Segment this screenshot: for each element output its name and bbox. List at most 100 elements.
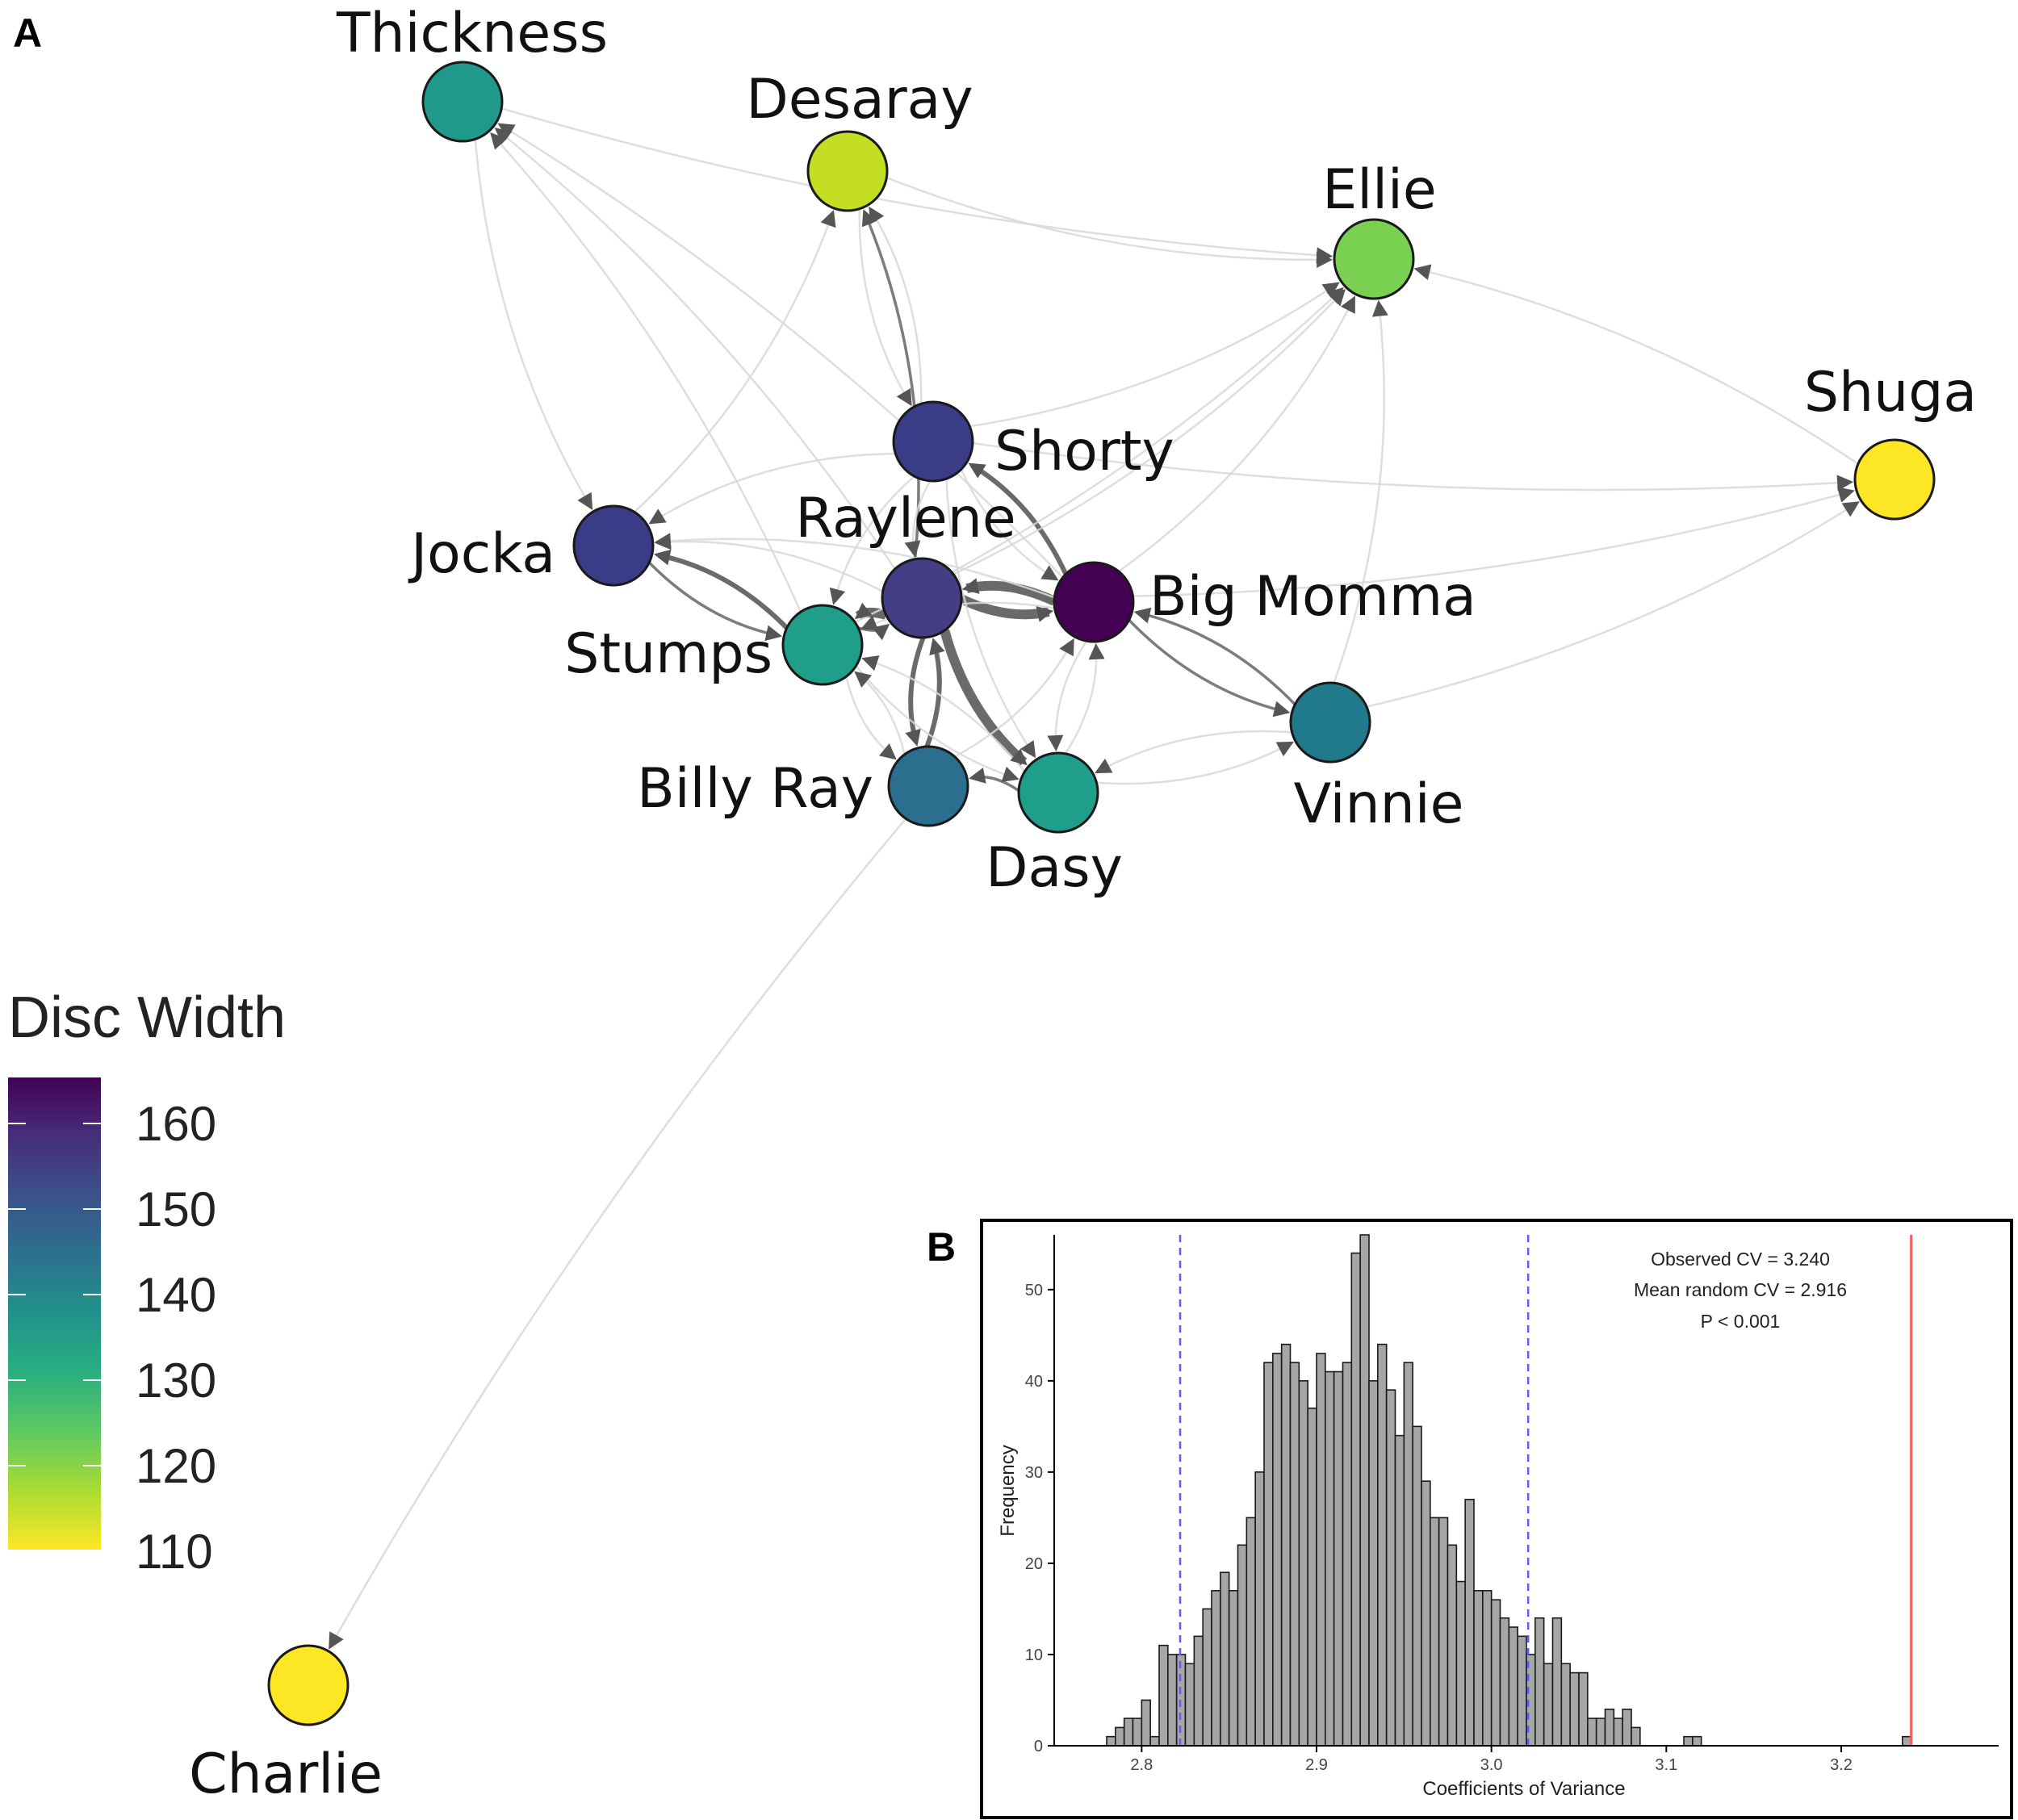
histogram-annotation: Observed CV = 3.240 — [1651, 1249, 1830, 1270]
edge-dasy-to-vinnie — [1096, 743, 1291, 785]
arrowhead-shorty-to-big_momma — [1040, 565, 1059, 581]
node-raylene[interactable]: Raylene — [795, 487, 1016, 639]
arrowhead-thickness-to-ellie — [1316, 247, 1333, 264]
node-circle[interactable] — [781, 604, 864, 686]
node-ellie[interactable]: Ellie — [1322, 158, 1437, 300]
histogram-bar — [1359, 1234, 1370, 1747]
histogram-bar — [1482, 1590, 1493, 1747]
histogram-bar — [1106, 1735, 1116, 1747]
node-dasy[interactable]: Dasy — [986, 751, 1123, 900]
node-desaray[interactable]: Desaray — [746, 68, 973, 212]
node-shuga[interactable]: Shuga — [1804, 361, 1977, 521]
histogram-bar — [1595, 1717, 1606, 1747]
node-shorty[interactable]: Shorty — [892, 400, 1174, 483]
node-circle[interactable] — [421, 61, 504, 143]
histogram-annotation: P < 0.001 — [1701, 1311, 1781, 1332]
legend-tick-label: 160 — [136, 1097, 216, 1151]
edge-shorty-to-desaray — [870, 210, 923, 404]
histogram-bar — [1298, 1380, 1308, 1747]
arrowhead-dasy-to-vinnie — [1275, 741, 1294, 757]
node-label: Ellie — [1322, 158, 1436, 222]
arrowhead-shorty-to-ellie — [1321, 282, 1340, 298]
node-jocka[interactable]: Jocka — [408, 504, 655, 587]
node-circle[interactable] — [1289, 681, 1371, 764]
edge-stumps-to-thickness — [492, 135, 802, 613]
x-tick-label: 3.2 — [1830, 1756, 1853, 1774]
edge-shorty-to-dasy — [945, 479, 1034, 755]
histogram-axes: 2.8 2.9 3.0 3.1 3.2 0 10 20 30 40 50 — [1025, 1235, 1999, 1774]
edge-raylene-to-ellie — [952, 291, 1343, 575]
histogram-bar — [1123, 1717, 1134, 1747]
node-circle[interactable] — [1853, 438, 1936, 521]
histogram-bar — [1280, 1343, 1292, 1747]
edge-thickness-to-jocka — [474, 139, 592, 507]
arrowhead-shorty-to-shuga — [1836, 475, 1854, 492]
legend-tick-label: 140 — [136, 1268, 216, 1322]
histogram-annotation: Mean random CV = 2.916 — [1634, 1279, 1847, 1300]
arrowhead-raylene-to-desaray — [861, 209, 877, 228]
histogram-bar — [1438, 1517, 1449, 1747]
node-circle[interactable] — [1053, 561, 1135, 643]
histogram-reference-lines — [1179, 1235, 1913, 1746]
histogram-bar — [1464, 1499, 1475, 1747]
histogram-bar — [1447, 1544, 1458, 1747]
node-label: Shuga — [1804, 361, 1977, 425]
node-circle[interactable] — [1017, 751, 1099, 834]
y-tick-label: 10 — [1025, 1646, 1043, 1664]
arrowhead-shorty-to-stumps — [829, 587, 846, 605]
histogram-bar — [1534, 1617, 1545, 1747]
arrowhead-thickness-to-jocka — [577, 492, 593, 511]
node-vinnie[interactable]: Vinnie — [1289, 681, 1463, 836]
histogram-bar — [1167, 1654, 1178, 1747]
node-charlie[interactable]: Charlie — [189, 1644, 383, 1806]
histogram-bar — [1412, 1425, 1422, 1747]
edge-shorty-to-big_momma — [960, 469, 1056, 579]
edge-vinnie-to-ellie — [1333, 304, 1385, 684]
edge-desaray-to-ellie — [885, 176, 1329, 261]
node-label: Desaray — [746, 68, 973, 132]
histogram-bar — [1377, 1343, 1388, 1747]
histogram-bar — [1430, 1517, 1440, 1747]
node-circle[interactable] — [806, 130, 889, 212]
legend-ticks: 160 150 140 130 120 110 — [8, 1097, 216, 1579]
histogram-bar — [1578, 1671, 1589, 1747]
arrowhead-big_momma-to-shuga — [1836, 487, 1855, 503]
legend-tick-label: 120 — [136, 1439, 216, 1493]
histogram-bar — [1149, 1735, 1160, 1747]
network-edges — [329, 107, 1860, 1650]
node-stumps[interactable]: Stumps — [564, 604, 864, 686]
histogram-bar — [1551, 1617, 1563, 1747]
node-thickness[interactable]: Thickness — [336, 2, 608, 143]
edge-thickness-to-ellie — [500, 107, 1329, 257]
arrowhead-big_momma-to-raylene — [961, 578, 980, 594]
node-circle[interactable] — [887, 745, 969, 827]
edge-stumps-to-jocka — [658, 552, 789, 630]
histogram-bar — [1132, 1717, 1143, 1747]
histogram-bar — [1499, 1617, 1510, 1747]
node-circle[interactable] — [892, 400, 974, 483]
histogram-bar — [1473, 1590, 1484, 1747]
node-circle[interactable] — [881, 557, 963, 639]
histogram-bar — [1263, 1362, 1274, 1747]
histogram-bar — [1587, 1717, 1597, 1747]
node-circle[interactable] — [1333, 218, 1415, 300]
arrowhead-vinnie-to-dasy — [1095, 758, 1113, 774]
node-billy-ray[interactable]: Billy Ray — [637, 745, 969, 827]
arrowhead-shorty-to-dasy — [1019, 740, 1036, 759]
node-label: Billy Ray — [637, 757, 873, 821]
arrowhead-dasy-to-big_momma — [1088, 642, 1105, 660]
histogram-bar — [1342, 1362, 1353, 1747]
node-circle[interactable] — [572, 504, 655, 587]
arrowhead-dasy-to-stumps — [861, 655, 880, 672]
node-circle[interactable] — [267, 1644, 350, 1726]
histogram-panel: B 2.8 2.9 3.0 3.1 3.2 0 10 20 30 40 50 Coefficient… — [927, 1219, 2013, 1819]
y-tick-label: 50 — [1025, 1282, 1043, 1299]
node-big-momma[interactable]: Big Momma — [1053, 561, 1476, 643]
histogram-bar — [1683, 1735, 1694, 1747]
x-tick-label: 2.8 — [1130, 1756, 1153, 1774]
legend-tick-label: 130 — [136, 1353, 216, 1408]
edge-jocka-to-desaray — [634, 214, 834, 513]
arrowhead-big_momma-to-dasy — [1047, 734, 1064, 752]
arrowhead-vinnie-to-ellie — [1371, 299, 1388, 317]
